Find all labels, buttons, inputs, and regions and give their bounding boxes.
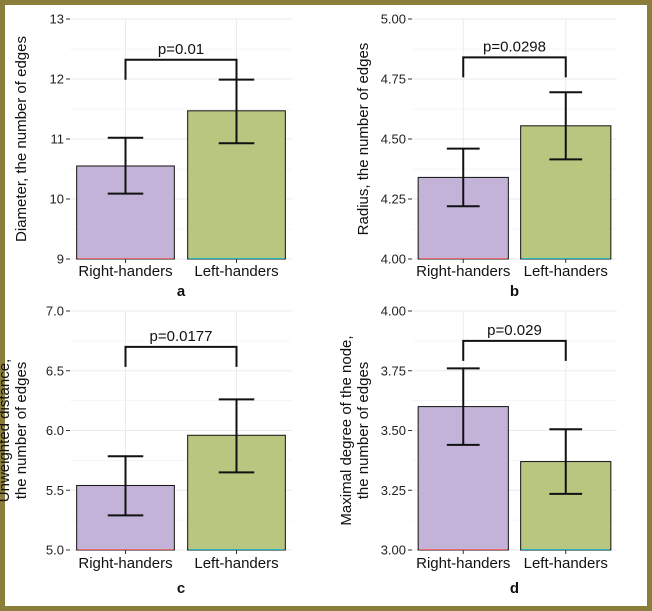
panel-letter: b: [510, 283, 519, 300]
y-axis-title: Unweighted distance,: [0, 359, 13, 502]
p-value-annotation: p=0.029: [487, 322, 542, 339]
x-category-label: Right-handers: [416, 263, 510, 280]
panel-a: p=0.01 9 10 11 12 13 Right-handers Left-handers…: [13, 12, 292, 300]
y-tick-label: 4.50: [381, 132, 406, 147]
p-value-annotation: p=0.0177: [150, 328, 213, 345]
panel-d: p=0.029 3.00 3.25 3.50 3.75 4.00 Right-handers…: [338, 304, 617, 597]
y-tick-label: 3.75: [381, 363, 406, 378]
significance-bracket: [462, 56, 567, 78]
p-value-annotation: p=0.01: [158, 41, 204, 58]
y-tick-label: 3.25: [381, 483, 406, 498]
y-tick-label: 4.25: [381, 192, 406, 207]
x-category-label: Left-handers: [194, 555, 278, 572]
y-axis-title: Radius, the number of edges: [355, 43, 372, 236]
significance-bracket: [124, 345, 238, 367]
panel-letter: c: [177, 580, 185, 597]
y-axis-title: Diameter, the number of edges: [13, 36, 30, 242]
y-tick-label: 3.00: [381, 543, 406, 558]
y-tick-label: 4.00: [381, 252, 406, 267]
significance-bracket: [124, 58, 238, 80]
panel-letter: d: [510, 580, 519, 597]
panel-b: p=0.0298 4.00 4.25 4.50 4.75 5.00 Right-hander…: [355, 12, 617, 300]
x-category-label: Right-handers: [416, 555, 510, 572]
x-category-label: Right-handers: [78, 555, 172, 572]
x-category-label: Left-handers: [524, 263, 608, 280]
y-tick-label: 3.50: [381, 423, 406, 438]
panel-letter: a: [177, 283, 186, 300]
y-tick-label: 4.75: [381, 72, 406, 87]
y-tick-label: 5.5: [46, 483, 64, 498]
p-value-annotation: p=0.0298: [483, 38, 546, 55]
y-axis-title: Maximal degree of the node,: [338, 335, 355, 525]
y-tick-label: 5.00: [381, 12, 406, 27]
y-tick-label: 10: [50, 192, 64, 207]
x-category-label: Left-handers: [524, 555, 608, 572]
y-tick-label: 11: [51, 132, 65, 147]
y-tick-label: 9: [57, 252, 64, 267]
y-tick-label: 5.0: [46, 543, 64, 558]
y-tick-label: 6.5: [46, 363, 64, 378]
y-axis-title: the number of edges: [13, 362, 30, 500]
y-tick-label: 13: [50, 12, 64, 27]
x-category-label: Right-handers: [78, 263, 172, 280]
y-tick-label: 6.0: [46, 423, 64, 438]
y-axis-title: the number of edges: [355, 362, 372, 500]
x-category-label: Left-handers: [194, 263, 278, 280]
significance-bracket: [462, 339, 567, 361]
panel-c: p=0.0177 5.0 5.5 6.0 6.5 7.0 Right-handers Left…: [0, 304, 292, 597]
y-tick-label: 4.00: [381, 304, 406, 319]
y-tick-label: 7.0: [46, 304, 64, 319]
y-tick-label: 12: [50, 72, 64, 87]
